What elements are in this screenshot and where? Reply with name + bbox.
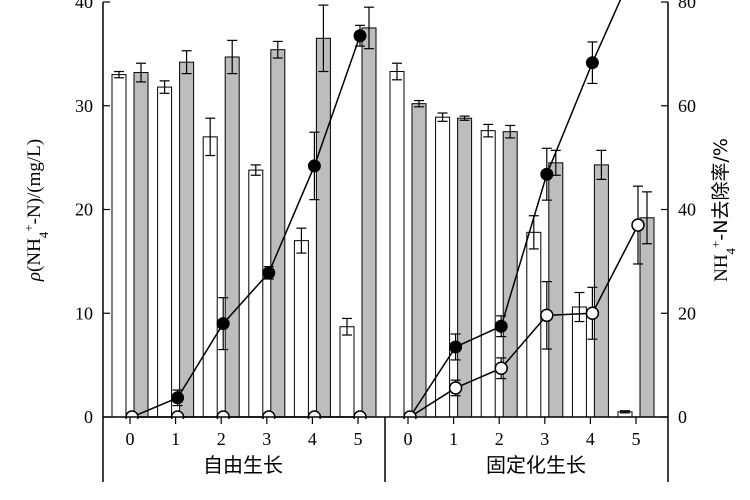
white-bar-1-4 (571, 306, 587, 418)
gray-bar-0-5 (361, 27, 377, 418)
white-bar-0-0 (111, 74, 127, 418)
removal-open-point-1-3 (540, 308, 554, 323)
gray-bar-error-0-2 (227, 39, 238, 75)
removal-filled-point-0-5 (353, 29, 367, 43)
gray-bar-1-0 (411, 103, 427, 418)
x-tick-label-1-5: 5 (632, 429, 641, 449)
removal-open-line-1 (409, 224, 639, 418)
white-bar-1-1 (435, 116, 451, 418)
x-tick-label-0-4: 4 (308, 429, 317, 449)
group-label-1: 固定化生长 (486, 453, 586, 477)
gray-bar-error-1-4 (596, 149, 607, 181)
x-tick-label-1-0: 0 (404, 429, 413, 449)
white-bar-error-1-4 (574, 291, 585, 323)
gray-bar-1-4 (593, 164, 609, 418)
white-bar-error-0-0 (114, 70, 124, 79)
removal-open-point-1-4 (585, 306, 600, 320)
right-tick-label-40: 40 (678, 200, 696, 220)
white-bar-0-4 (293, 240, 309, 418)
white-bar-0-1 (157, 86, 173, 418)
x-tick-label-0-1: 1 (171, 429, 180, 449)
gray-bar-error-0-0 (136, 62, 146, 83)
x-tick-label-0-0: 0 (126, 429, 135, 449)
gray-bar-0-1 (179, 61, 195, 418)
x-tick-label-0-2: 2 (217, 429, 226, 449)
group-label-0: 自由生长 (203, 453, 283, 477)
left-tick-label-0: 0 (84, 407, 93, 427)
left-tick-label-20: 20 (75, 200, 93, 220)
gray-bar-error-1-0 (414, 99, 424, 108)
left-tick-label-10: 10 (75, 303, 93, 323)
x-tick-label-0-5: 5 (354, 429, 363, 449)
labels: 0 1 2 3 4 5 自由生长 0 1 2 3 4 5 固定化生长 0 10 20 30 40 0 20 40 60 80 ρ… (21, 0, 738, 477)
right-tick-label-0: 0 (678, 407, 687, 427)
removal-filled-point-0-3 (262, 266, 276, 280)
gray-bar-error-1-5 (642, 191, 652, 245)
white-bar-error-1-5 (620, 410, 630, 414)
left-tick-label-40: 40 (75, 0, 93, 12)
right-axis-label: NH4+-N去除率/% (708, 138, 738, 282)
white-bar-error-1-0 (392, 62, 402, 81)
right-tick-label-20: 20 (678, 303, 696, 323)
removal-filled-line-0 (131, 35, 361, 418)
gray-bar-error-0-5 (364, 6, 374, 50)
left-axis-label: ρ(NH4+-N)/(mg/L) (21, 139, 51, 282)
white-bar-error-0-3 (250, 164, 261, 176)
removal-filled-point-1-1 (449, 340, 463, 354)
removal-open-point-1-1 (448, 381, 463, 395)
gray-bar-error-1-1 (459, 115, 470, 121)
white-bar-error-0-2 (205, 117, 216, 157)
removal-filled-point-0-2 (216, 317, 230, 331)
gray-bar-1-5 (639, 217, 655, 418)
x-tick-label-1-4: 4 (586, 429, 595, 449)
gray-bar-error-0-3 (272, 40, 283, 59)
gray-bar-0-3 (270, 49, 286, 418)
gray-bar-1-2 (502, 131, 518, 418)
x-tick-label-1-2: 2 (495, 429, 504, 449)
removal-filled-point-0-4 (307, 159, 321, 173)
white-bar-error-0-5 (342, 317, 352, 336)
white-bar-error-0-4 (296, 227, 307, 254)
white-bar-0-5 (339, 326, 355, 418)
removal-open-point-1-5 (631, 218, 645, 232)
x-tick-label-1-3: 3 (540, 429, 549, 449)
axes (102, 1, 669, 482)
gray-bar-0-2 (224, 56, 240, 418)
white-bar-error-1-1 (437, 112, 448, 122)
x-tick-label-0-3: 3 (262, 429, 271, 449)
removal-filled-line-1 (409, 0, 622, 418)
white-bar-0-2 (202, 136, 218, 418)
removal-open-point-1-2 (494, 361, 508, 375)
gray-bar-error-1-2 (505, 124, 516, 139)
white-bar-error-1-2 (483, 123, 494, 138)
gray-bar-error-0-1 (181, 50, 192, 75)
right-tick-label-60: 60 (678, 96, 696, 116)
gray-bar-error-0-4 (318, 4, 329, 73)
removal-filled-point-1-3 (540, 167, 554, 181)
gray-bar-0-0 (133, 72, 149, 418)
removal-filled-point-1-4 (585, 56, 599, 70)
removal-filled-point-1-2 (494, 319, 508, 333)
gray-bar-0-4 (315, 37, 331, 418)
white-bar-1-0 (389, 71, 405, 418)
plot-area (111, 0, 655, 419)
white-bar-error-0-1 (159, 80, 170, 94)
left-tick-label-30: 30 (75, 96, 93, 116)
x-tick-label-1-1: 1 (449, 429, 458, 449)
removal-filled-point-0-1 (171, 391, 185, 405)
gray-bar-1-3 (548, 162, 564, 418)
gray-bar-1-1 (457, 117, 473, 418)
right-tick-label-80: 80 (678, 0, 696, 12)
